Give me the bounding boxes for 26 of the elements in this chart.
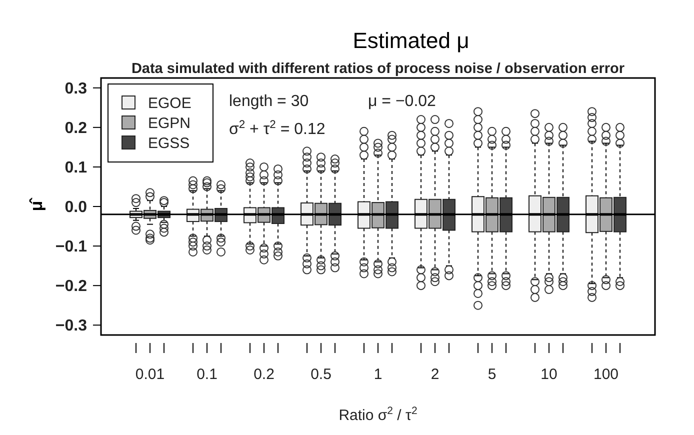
x-tick-label: 0.01 — [135, 366, 165, 383]
chart-title: Estimated μ — [352, 28, 470, 53]
x-tick-label: 0.1 — [196, 366, 218, 383]
x-tick-label: 5 — [488, 366, 496, 383]
chart-subtitle: Data simulated with different ratios of process noise / observation error — [131, 61, 625, 77]
y-tick-label: −0.2 — [55, 278, 88, 296]
y-tick-label: 0.2 — [64, 120, 88, 138]
legend-label: EGOE — [148, 94, 192, 112]
x-axis-title: Ratio σ$^{2}$ / τ$^{2}$ — [338, 405, 418, 424]
legend-label: EGSS — [148, 134, 190, 152]
x-tick-label: 0.2 — [254, 366, 274, 383]
y-tick-label: −0.3 — [55, 318, 88, 335]
x-tick-label: 10 — [540, 366, 558, 383]
y-tick-label: 0.1 — [64, 160, 88, 177]
annotation: μ = −0.02 — [368, 93, 436, 110]
y-tick-label: 0.0 — [64, 199, 88, 216]
x-tick-label: 2 — [430, 366, 440, 383]
x-tick-label: 0.5 — [310, 366, 332, 383]
annotation: σ$^{2}$ + τ$^{2}$ = 0.12 — [229, 119, 326, 138]
y-tick-label: −0.1 — [55, 238, 88, 256]
legend-label: EGPN — [148, 114, 191, 132]
x-tick-label: 100 — [593, 366, 619, 383]
y-axis-title: μ̂ — [27, 196, 46, 212]
x-tick-label: 1 — [374, 366, 382, 383]
annotation: length = 30 — [229, 93, 309, 110]
y-tick-label: 0.3 — [64, 80, 88, 98]
